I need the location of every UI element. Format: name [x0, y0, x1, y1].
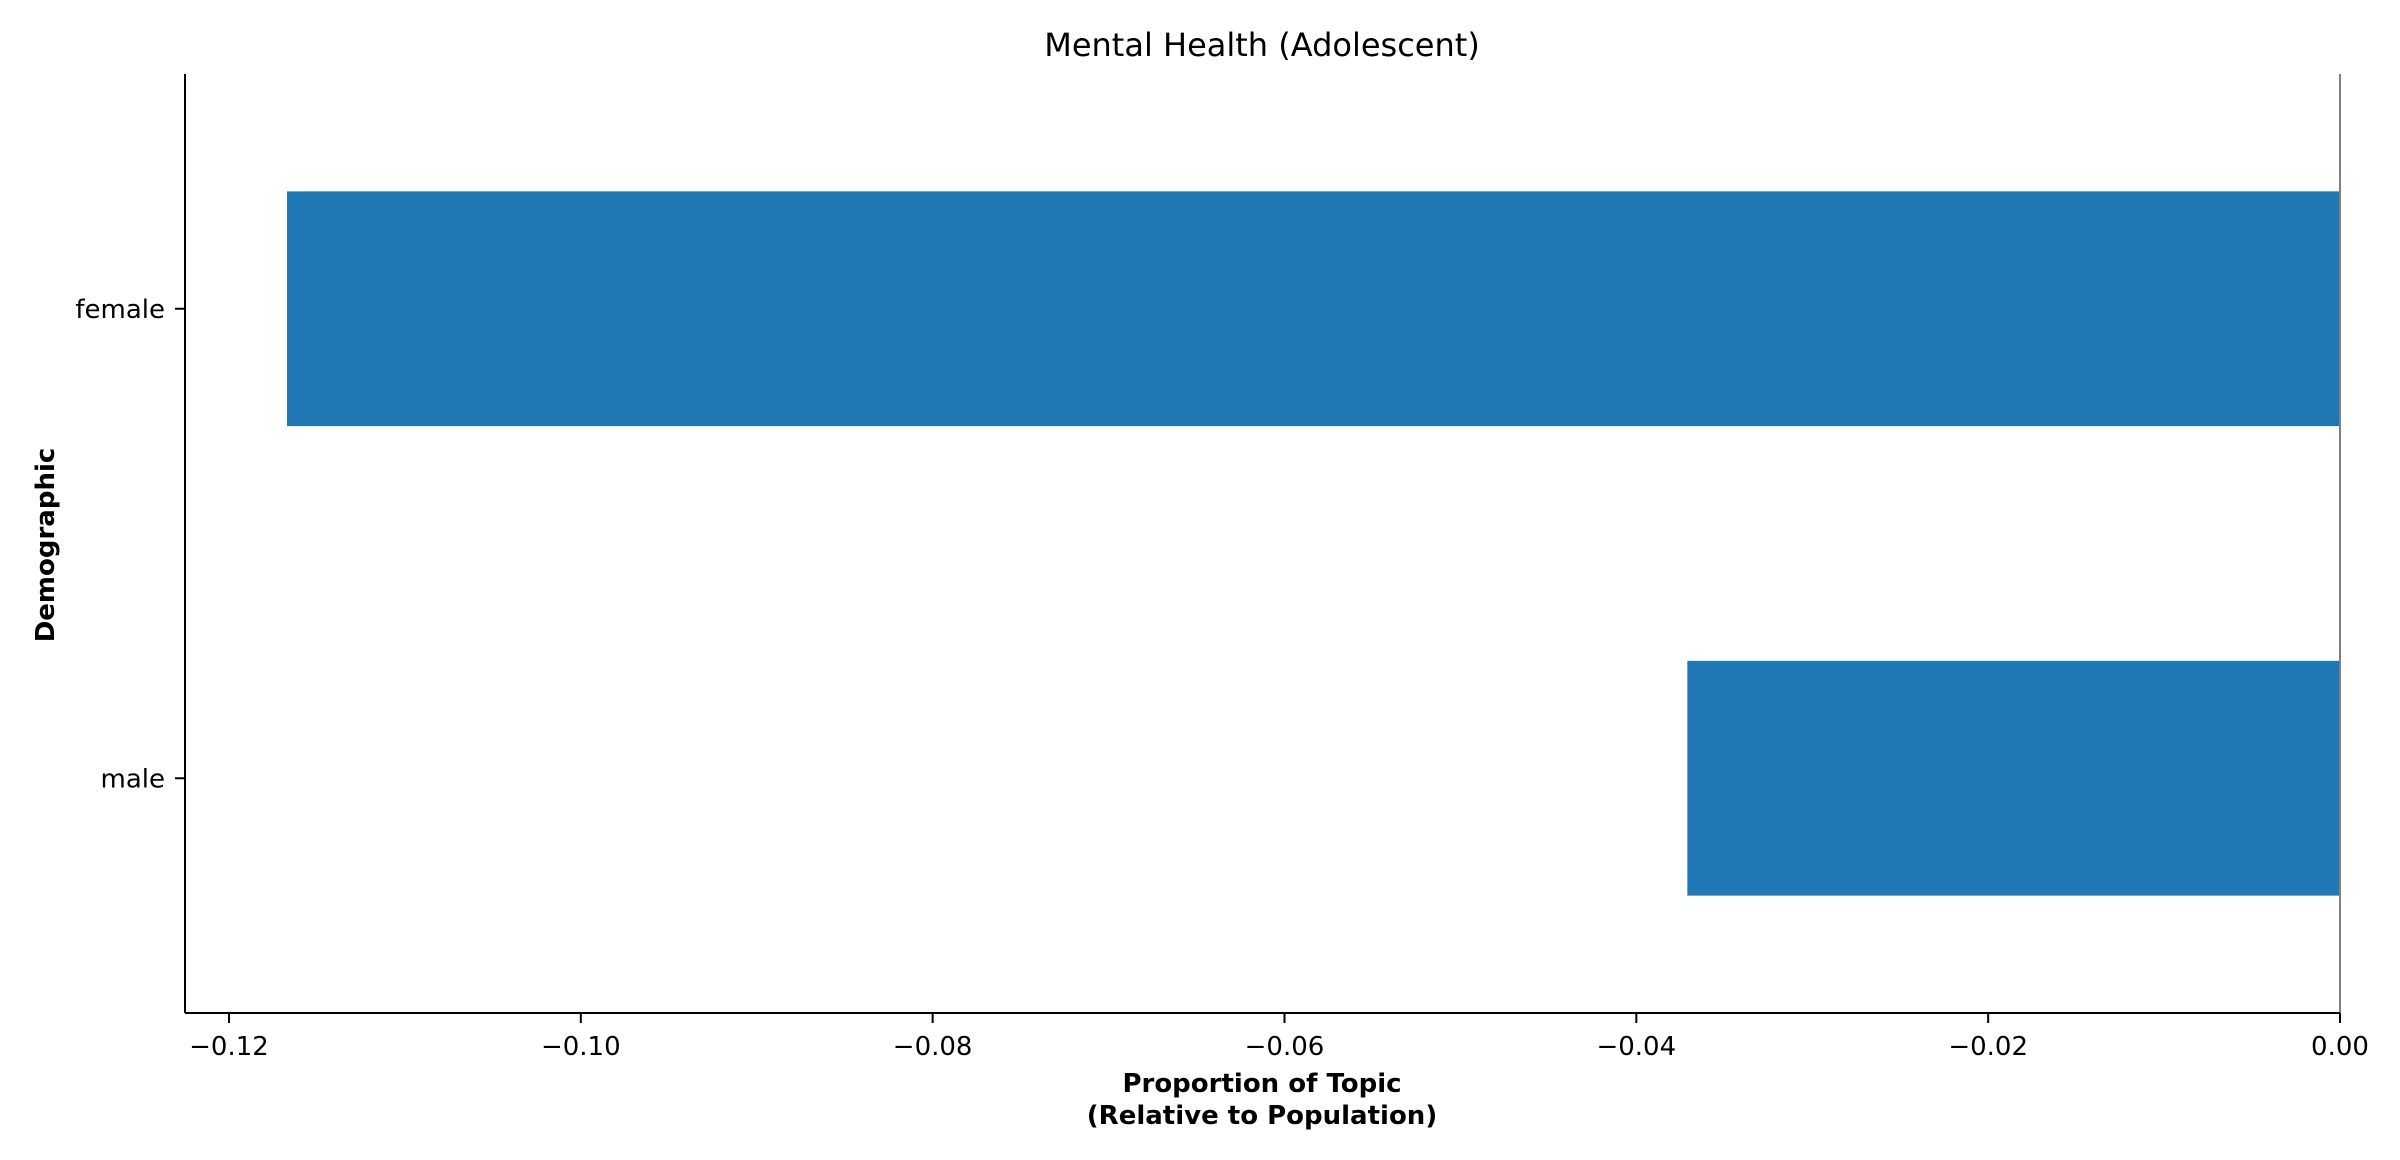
bar-female — [287, 191, 2340, 427]
x-tick-label: −0.10 — [541, 1032, 621, 1062]
x-tick-label: −0.08 — [893, 1032, 973, 1062]
bar-male — [1687, 660, 2340, 896]
y-axis-label: Demographic — [31, 448, 61, 643]
y-ticks: female male — [75, 295, 185, 794]
y-tick-label-female: female — [75, 295, 165, 325]
x-axis-label-line-2: (Relative to Population) — [1087, 1101, 1437, 1131]
x-ticks: −0.12 −0.10 −0.08 −0.06 −0.04 −0.02 0.00 — [189, 1013, 2369, 1062]
x-tick-label: −0.12 — [189, 1032, 269, 1062]
y-tick-label-male: male — [101, 764, 165, 794]
chart-title: Mental Health (Adolescent) — [1044, 26, 1480, 64]
bars — [287, 191, 2340, 896]
x-tick-label: −0.02 — [1948, 1032, 2028, 1062]
x-axis-label-line-1: Proportion of Topic — [1122, 1069, 1401, 1099]
x-tick-label: −0.04 — [1596, 1032, 1676, 1062]
x-tick-label: 0.00 — [2311, 1032, 2369, 1062]
x-tick-label: −0.06 — [1245, 1032, 1325, 1062]
